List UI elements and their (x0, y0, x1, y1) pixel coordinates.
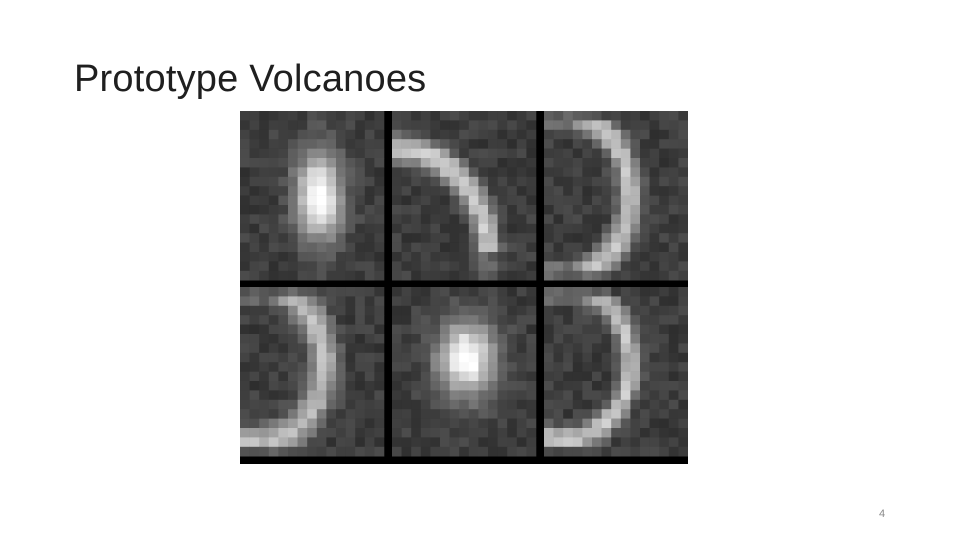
volcano-patch-6 (544, 287, 688, 457)
volcano-patch-1 (240, 111, 385, 281)
prototype-volcano-grid (240, 111, 688, 464)
volcano-patch-3 (544, 111, 688, 281)
volcano-patch-5 (392, 287, 537, 457)
slide-title: Prototype Volcanoes (74, 58, 427, 100)
slide-number: 4 (878, 508, 886, 520)
volcano-patch-2 (392, 111, 537, 281)
volcano-patches-image (240, 111, 688, 457)
volcano-patch-4 (240, 287, 385, 457)
